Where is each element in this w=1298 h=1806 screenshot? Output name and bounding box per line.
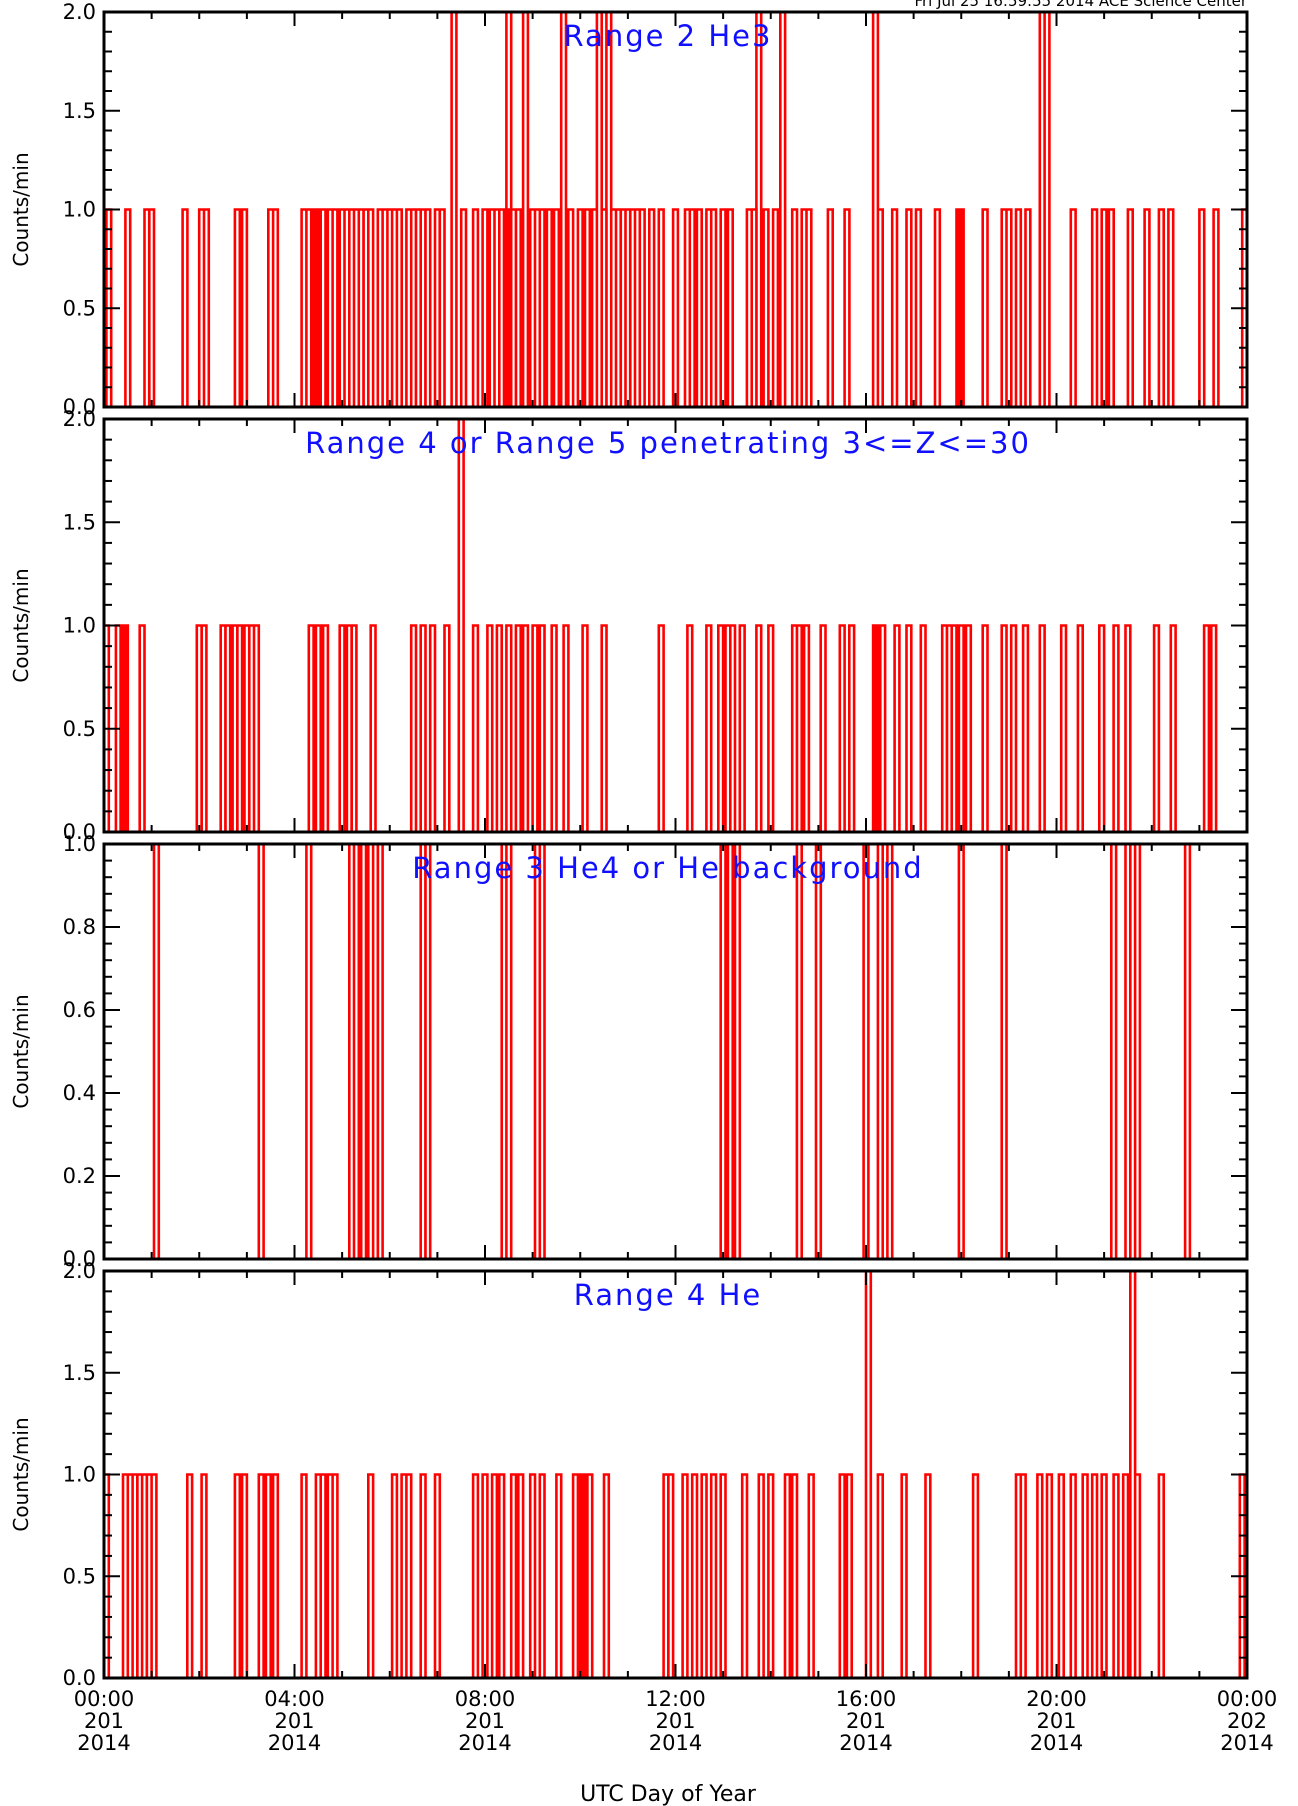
- y-tick-label: 0.0: [63, 820, 96, 844]
- y-axis-label: Counts/min: [9, 152, 33, 266]
- y-tick-label: 0.6: [63, 998, 96, 1022]
- y-tick-label: 1.5: [63, 510, 96, 534]
- x-tick-label-day: 201: [84, 1709, 124, 1733]
- x-tick-label-time: 16:00: [836, 1687, 897, 1711]
- panel-2: 0.0 0.5 1.0 1.5 2.0 Counts/min Range 4 or Rang…: [9, 407, 1249, 844]
- y-tick-label: 0.0: [63, 1247, 96, 1271]
- y-tick-label: 1.0: [63, 1463, 96, 1487]
- x-axis: 00:00201201404:00201201408:00201201412:0…: [74, 1687, 1278, 1755]
- y-tick-label: 0.0: [63, 395, 96, 419]
- x-tick-label-time: 20:00: [1026, 1687, 1087, 1711]
- plot-frame: [102, 842, 1249, 1261]
- series-line-panel-4: [102, 1269, 1247, 1680]
- x-tick-label-day: 201: [1036, 1709, 1076, 1733]
- y-tick-label: 1.5: [63, 99, 96, 123]
- plot-frame: [102, 417, 1249, 834]
- x-tick-label-time: 12:00: [645, 1687, 706, 1711]
- y-tick-label: 0.5: [63, 1564, 96, 1588]
- panel-3: 0.0 0.2 0.4 0.6 0.8 1.0 Counts/min Range 3 He4 …: [9, 832, 1249, 1271]
- y-tick-label: 0.8: [63, 915, 96, 939]
- x-axis-label: UTC Day of Year: [580, 1782, 757, 1806]
- panel-title: Range 3 He4 or He background: [412, 851, 923, 885]
- timestamp-stamp: Fri Jul 25 16:59:55 2014 ACE Science Cen…: [914, 0, 1247, 10]
- x-tick-label-year: 2014: [268, 1731, 321, 1755]
- y-tick-label: 0.2: [63, 1164, 96, 1188]
- x-tick-label-year: 2014: [77, 1731, 130, 1755]
- y-tick-label: 1.0: [63, 832, 96, 856]
- x-tick-label-year: 2014: [839, 1731, 892, 1755]
- x-tick-label-time: 04:00: [264, 1687, 325, 1711]
- panel-1: 0.0 0.5 1.0 1.5 2.0 Counts/min Range 2 He3: [9, 0, 1249, 419]
- y-tick-label: 0.0: [63, 1666, 96, 1690]
- x-tick-label-time: 00:00: [74, 1687, 135, 1711]
- x-tick-label-day: 201: [274, 1709, 314, 1733]
- y-axis-label: Counts/min: [9, 1417, 33, 1531]
- panel-4: 0.0 0.5 1.0 1.5 2.0 Counts/min Range 4 He: [9, 1259, 1249, 1690]
- series-line-panel-3: [104, 842, 1247, 1261]
- y-tick-label: 2.0: [63, 0, 96, 24]
- y-tick-label: 1.0: [63, 198, 96, 222]
- y-tick-label: 0.5: [63, 296, 96, 320]
- x-tick-label-year: 2014: [458, 1731, 511, 1755]
- panel-title: Range 4 or Range 5 penetrating 3<=Z<=30: [305, 426, 1031, 460]
- x-tick-label-day: 201: [655, 1709, 695, 1733]
- series-line-panel-2: [102, 417, 1247, 834]
- y-tick-label: 1.5: [63, 1361, 96, 1385]
- x-tick-label-time: 00:00: [1217, 1687, 1278, 1711]
- x-tick-label-time: 08:00: [455, 1687, 516, 1711]
- y-tick-label: 2.0: [63, 407, 96, 431]
- y-tick-label: 0.4: [63, 1081, 96, 1105]
- panel-title: Range 4 He: [574, 1278, 762, 1312]
- x-tick-label-day: 202: [1227, 1709, 1267, 1733]
- panel-title: Range 2 He3: [564, 19, 773, 53]
- x-tick-label-day: 201: [465, 1709, 505, 1733]
- series-line-panel-1: [104, 10, 1249, 409]
- x-tick-label-year: 2014: [1220, 1731, 1273, 1755]
- y-tick-label: 0.5: [63, 717, 96, 741]
- y-axis-label: Counts/min: [9, 568, 33, 682]
- x-tick-label-day: 201: [846, 1709, 886, 1733]
- x-tick-label-year: 2014: [1030, 1731, 1083, 1755]
- y-tick-label: 2.0: [63, 1259, 96, 1283]
- x-tick-label-year: 2014: [649, 1731, 702, 1755]
- y-axis-label: Counts/min: [9, 994, 33, 1108]
- y-tick-label: 1.0: [63, 614, 96, 638]
